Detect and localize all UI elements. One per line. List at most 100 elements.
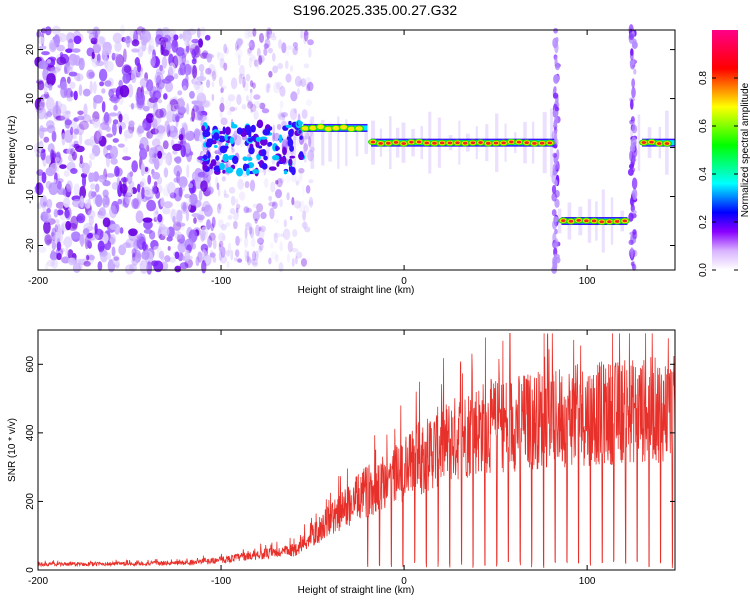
heatmap-cell (138, 45, 148, 51)
heatmap-cell (245, 222, 251, 228)
track-cell (447, 141, 453, 145)
heatmap-cell (92, 81, 97, 94)
heatmap-cell (224, 47, 229, 55)
heatmap-cell (187, 203, 197, 213)
heatmap-cell (277, 112, 285, 119)
heatmap-cell (37, 80, 45, 91)
heatmap-cell (150, 56, 161, 69)
heatmap-cell (225, 249, 230, 257)
heatmap-cell (90, 37, 98, 45)
heatmap-cell (151, 138, 161, 148)
heatmap-cell (44, 26, 52, 36)
heatmap-cell (220, 223, 227, 231)
heatmap-cell (63, 66, 68, 75)
heatmap-cell (218, 232, 226, 242)
heatmap-cell (278, 262, 284, 273)
heatmap-cell (53, 179, 57, 184)
heatmap-cell (78, 57, 85, 71)
heatmap-cell (98, 250, 108, 257)
heatmap-cell (198, 134, 204, 143)
heatmap-cell (553, 253, 560, 260)
heatmap-cell (65, 48, 73, 53)
heatmap-cell (114, 165, 120, 177)
heatmap-cell (111, 53, 120, 58)
heatmap-cell (140, 162, 145, 177)
track-cell (225, 126, 231, 136)
heatmap-cell (293, 120, 296, 165)
heatmap-cell (227, 110, 232, 116)
heatmap-cell (177, 90, 183, 96)
heatmap-cell (83, 103, 88, 117)
heatmap-cell (289, 108, 298, 120)
heatmap-cell (221, 176, 226, 182)
heatmap-cell (174, 251, 180, 260)
track-cell (259, 137, 268, 146)
heatmap-cell (264, 177, 269, 188)
heatmap-cell (284, 60, 289, 70)
heatmap-cell (183, 63, 192, 76)
heatmap-cell (286, 45, 294, 51)
heatmap-cell (217, 219, 224, 228)
heatmap-cell (253, 110, 259, 120)
heatmap-cell (77, 110, 84, 116)
heatmap-cell (110, 145, 119, 159)
track-cell (256, 119, 264, 129)
heatmap-cell (198, 38, 204, 48)
heatmap-cell (48, 182, 59, 196)
heatmap-cell (105, 60, 114, 72)
heatmap-cell (81, 162, 90, 175)
heatmap-cell (258, 55, 265, 63)
heatmap-cell (179, 224, 185, 231)
heatmap-cell (179, 262, 189, 270)
heatmap-cell (244, 227, 248, 240)
heatmap-cell (252, 82, 256, 89)
heatmap-cell (234, 41, 239, 52)
track-cell (355, 126, 363, 131)
figure-title: S196.2025.335.00.27.G32 (293, 2, 457, 18)
heatmap-cell (218, 250, 223, 261)
heatmap-cell (104, 196, 110, 206)
heatmap-cell (61, 132, 66, 146)
heatmap-cell (92, 116, 100, 129)
heatmap-cell (70, 90, 74, 98)
heatmap-cell (282, 228, 291, 240)
heatmap-cell (275, 189, 283, 199)
heatmap-cell (146, 199, 157, 212)
heatmap-cell (245, 207, 252, 213)
colorbar-tick-label: 0.6 (698, 119, 709, 133)
heatmap-cell (175, 222, 186, 227)
heatmap-cell (98, 68, 108, 82)
heatmap-cell (93, 99, 97, 110)
heatmap-cell (68, 71, 78, 77)
heatmap-cell (165, 183, 175, 188)
heatmap-cell (266, 31, 270, 41)
heatmap-cell (200, 100, 210, 108)
heatmap-cell (189, 90, 195, 99)
heatmap-cell (41, 51, 50, 56)
track-cell (230, 124, 238, 129)
track-cell (202, 154, 208, 161)
heatmap-cell (252, 203, 259, 209)
heatmap-cell (70, 148, 76, 157)
heatmap-cell (280, 233, 285, 238)
heatmap-cell (197, 110, 204, 121)
heatmap-cell (157, 150, 163, 159)
track-cell (649, 140, 654, 144)
heatmap-cell (172, 216, 181, 221)
heatmap-cell (276, 177, 283, 188)
heatmap-cell (50, 259, 59, 269)
heatmap-cell (293, 108, 297, 114)
track-cell (218, 130, 225, 135)
heatmap-cell (256, 47, 261, 57)
track-cell (267, 141, 273, 147)
heatmap-cell (123, 129, 134, 139)
heatmap-cell (137, 46, 144, 58)
heatmap-cell (70, 231, 80, 240)
track-cell (272, 154, 280, 161)
track-cell (584, 219, 589, 223)
heatmap-cell (268, 257, 272, 265)
heatmap-cell (89, 172, 95, 182)
heatmap-cell (136, 190, 142, 205)
heatmap-cell (285, 49, 290, 56)
x-tick-label: 100 (579, 276, 596, 287)
